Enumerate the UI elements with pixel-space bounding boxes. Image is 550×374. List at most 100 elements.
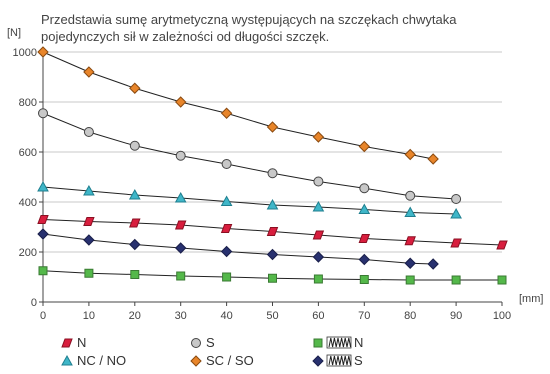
- data-point-0-6: [312, 230, 325, 240]
- spring-icon: [326, 336, 352, 349]
- data-point-5-8: [404, 257, 416, 269]
- series-group: [37, 46, 508, 285]
- data-point-3-4: [220, 107, 233, 119]
- data-point-0-9: [450, 238, 462, 248]
- y-tick-label-200: 200: [19, 247, 37, 259]
- axes: [39, 50, 503, 306]
- data-point-0-1: [83, 217, 95, 226]
- y-tick-label-400: 400: [19, 197, 37, 209]
- data-point-1-1: [83, 184, 95, 196]
- data-point-1-8: [404, 206, 417, 217]
- data-point-3-0: [37, 46, 49, 58]
- data-point-3-9: [427, 153, 439, 165]
- legend-marker-1: [61, 354, 73, 366]
- data-point-2-6: [313, 176, 324, 187]
- data-point-4-9: [451, 275, 461, 285]
- y-tick-label-600: 600: [19, 147, 37, 159]
- y-tick-label-800: 800: [19, 97, 37, 109]
- x-tick-label-90: 90: [450, 310, 462, 322]
- data-point-1-3: [174, 191, 187, 203]
- x-axis-unit: [mm]: [519, 293, 543, 305]
- legend-label-1: NC / NO: [77, 353, 126, 368]
- x-tick-label-50: 50: [266, 310, 278, 322]
- data-point-5-7: [358, 253, 371, 266]
- data-point-4-1: [84, 268, 94, 278]
- data-point-5-4: [220, 245, 233, 258]
- legend-label-0: N: [77, 335, 86, 350]
- data-point-1-4: [220, 195, 233, 206]
- data-point-5-5: [266, 248, 279, 261]
- x-tick-label-20: 20: [129, 310, 141, 322]
- data-point-0-4: [220, 224, 233, 233]
- data-point-5-9: [427, 258, 439, 270]
- legend-marker-5: [312, 355, 324, 367]
- legend-item-3: SC / SO: [190, 353, 254, 368]
- data-point-4-4: [222, 272, 232, 282]
- data-point-5-6: [312, 251, 325, 263]
- spring-icon: [326, 354, 352, 367]
- y-tick-label-1000: 1000: [13, 47, 37, 59]
- data-point-1-5: [266, 198, 279, 210]
- series-line-1: [42, 186, 457, 215]
- chart-description-line-2: pojedynczych sił w zależności od długośc…: [41, 29, 329, 44]
- data-point-0-0: [37, 215, 49, 224]
- data-point-0-8: [404, 236, 416, 246]
- x-tick-label-0: 0: [40, 310, 46, 322]
- data-point-4-5: [268, 273, 277, 283]
- data-point-0-10: [496, 240, 508, 250]
- x-tick-label-80: 80: [404, 310, 416, 322]
- x-tick-label-100: 100: [493, 310, 511, 322]
- data-point-2-3: [175, 150, 186, 161]
- data-point-3-5: [266, 121, 279, 133]
- series-line-3: [42, 51, 434, 160]
- data-point-1-7: [358, 203, 371, 214]
- data-point-1-2: [128, 188, 141, 200]
- chart-description-line-1: Przedstawia sumę arytmetyczną występując…: [41, 12, 457, 27]
- legend-marker-2: [191, 338, 201, 348]
- data-point-2-7: [359, 183, 370, 194]
- tick-labels: 0 200 400 600 800 1000 0 10 20 30 40 50 60 70 80 90 100: [13, 47, 512, 322]
- series-3: [37, 46, 439, 165]
- legend-label-5: S: [354, 353, 363, 368]
- series-line-2: [42, 112, 457, 200]
- series-0: [37, 215, 508, 250]
- data-point-1-6: [312, 200, 325, 212]
- data-point-3-8: [404, 148, 416, 161]
- legend-marker-0: [61, 338, 73, 348]
- x-tick-label-60: 60: [312, 310, 324, 322]
- data-point-2-2: [129, 140, 140, 151]
- data-point-0-7: [358, 234, 371, 243]
- legend-marker-3: [190, 355, 202, 367]
- data-point-1-0: [37, 180, 49, 192]
- y-tick-label-0: 0: [31, 297, 37, 309]
- legend-item-2: S: [191, 335, 215, 350]
- data-point-4-10: [497, 275, 507, 285]
- data-point-4-3: [176, 271, 186, 281]
- series-5: [37, 228, 439, 270]
- data-point-3-7: [358, 140, 371, 153]
- legend-label-3: SC / SO: [206, 353, 254, 368]
- data-point-3-2: [129, 82, 141, 94]
- y-axis-unit: [N]: [7, 27, 21, 39]
- data-point-0-2: [129, 218, 141, 228]
- series-line-5: [42, 233, 434, 265]
- data-point-5-1: [83, 234, 95, 246]
- data-point-4-7: [359, 275, 369, 284]
- x-tick-label-70: 70: [358, 310, 370, 322]
- data-point-3-1: [83, 66, 95, 78]
- data-point-4-8: [405, 275, 415, 285]
- legend-item-1: NC / NO: [61, 353, 126, 368]
- data-point-2-4: [221, 159, 232, 169]
- data-point-2-0: [38, 108, 48, 119]
- data-point-1-9: [450, 207, 462, 219]
- x-tick-label-10: 10: [83, 310, 95, 322]
- x-tick-label-40: 40: [220, 310, 232, 322]
- legend-item-0: N: [61, 335, 86, 350]
- data-point-5-2: [129, 238, 141, 251]
- data-point-3-3: [174, 96, 187, 108]
- data-point-2-1: [83, 127, 94, 137]
- legend-marker-4: [313, 338, 323, 348]
- legend-label-4: N: [354, 335, 363, 350]
